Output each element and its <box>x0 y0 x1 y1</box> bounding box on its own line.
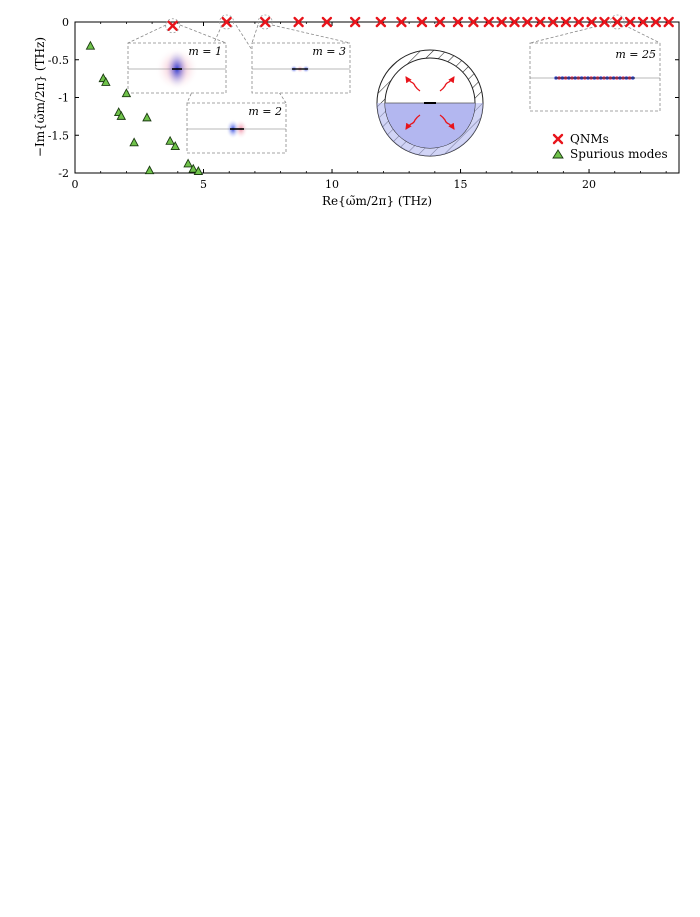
spurious-mode-point <box>121 88 132 98</box>
x-tick-label: 20 <box>582 178 596 191</box>
inset-highlight-circle <box>165 18 181 34</box>
x-tick-label: 5 <box>200 178 207 191</box>
qnm-point <box>599 16 610 28</box>
radiation-arrows <box>405 76 455 130</box>
legend-label-qnms: QNMs <box>570 132 609 146</box>
qnm-point <box>560 16 572 28</box>
spurious-mode-point <box>142 112 152 122</box>
inset-highlight-circle <box>609 14 625 30</box>
series-spurious-modes <box>85 40 204 175</box>
spurious-mode-point <box>129 137 139 147</box>
series-qnms <box>165 14 674 34</box>
qnm-point <box>547 16 559 28</box>
legend: QNMs Spurious modes <box>552 132 668 161</box>
qnm-point <box>221 16 232 28</box>
spurious-mode-point <box>85 40 96 50</box>
legend-marker-qnms <box>552 133 564 145</box>
qnm-point <box>496 16 507 28</box>
legend-marker-spurious <box>552 149 564 159</box>
x-tick-label: 15 <box>454 178 468 191</box>
qnm-point <box>349 16 361 28</box>
inset-m25: m = 25 <box>529 42 661 112</box>
qnm-point <box>535 16 546 28</box>
qnm-point <box>522 16 533 28</box>
spurious-mode-point <box>170 141 180 151</box>
axis-tick-labels: 0 5 10 15 20 0 -0.5 -1 -1.5 -2 <box>48 16 596 191</box>
qnm-point <box>586 16 597 28</box>
spurious-mode-point <box>101 76 111 86</box>
inset-m3: m = 3 <box>251 42 351 94</box>
inset-m1: m = 1 <box>127 42 227 94</box>
inset-m2-label: m = 2 <box>248 105 282 118</box>
y-tick-label: -2 <box>58 167 69 180</box>
inset-m2: m = 2 <box>186 102 287 154</box>
x-axis-label: Re{ω̃m/2π} (THz) <box>322 194 432 208</box>
y-tick-label: -1.5 <box>48 129 69 142</box>
inset-m25-field <box>554 76 635 80</box>
qnm-point <box>321 16 333 28</box>
qnm-point <box>637 16 649 28</box>
qnm-point <box>612 16 623 28</box>
inset-m3-label: m = 3 <box>312 45 346 58</box>
qnm-point <box>468 16 479 28</box>
qnm-point <box>624 16 636 28</box>
qnm-point <box>452 16 464 28</box>
qnm-point <box>396 16 407 28</box>
y-tick-label: -1 <box>58 92 69 105</box>
qnm-point <box>375 16 387 28</box>
qnm-point <box>167 20 178 31</box>
qnm-point <box>663 16 674 28</box>
x-tick-label: 10 <box>325 178 339 191</box>
y-tick-label: 0 <box>62 16 69 29</box>
spurious-mode-point <box>165 135 175 145</box>
spurious-mode-point <box>183 158 193 168</box>
qnm-point <box>573 16 584 28</box>
qnm-point <box>293 16 304 28</box>
inset-highlight-circle <box>257 14 273 30</box>
y-axis-label: −Im{ω̃m/2π} (THz) <box>33 37 47 157</box>
schematic-diagram <box>376 49 484 157</box>
qnm-point <box>259 16 271 28</box>
spurious-mode-point <box>116 110 127 120</box>
inset-m1-label: m = 1 <box>188 45 222 58</box>
inset-m25-label: m = 25 <box>615 48 656 61</box>
y-tick-label: -0.5 <box>48 54 69 67</box>
spurious-mode-point <box>188 163 198 173</box>
legend-label-spurious: Spurious modes <box>570 147 668 161</box>
spurious-mode-point <box>144 165 155 175</box>
qnm-point <box>509 16 520 28</box>
qnm-point <box>483 16 495 28</box>
inset-highlight-circle <box>219 14 235 30</box>
spurious-mode-point <box>193 166 204 175</box>
x-tick-label: 0 <box>72 178 79 191</box>
qnm-point <box>416 16 428 28</box>
qnm-point <box>434 16 446 28</box>
qnm-point <box>650 16 662 28</box>
